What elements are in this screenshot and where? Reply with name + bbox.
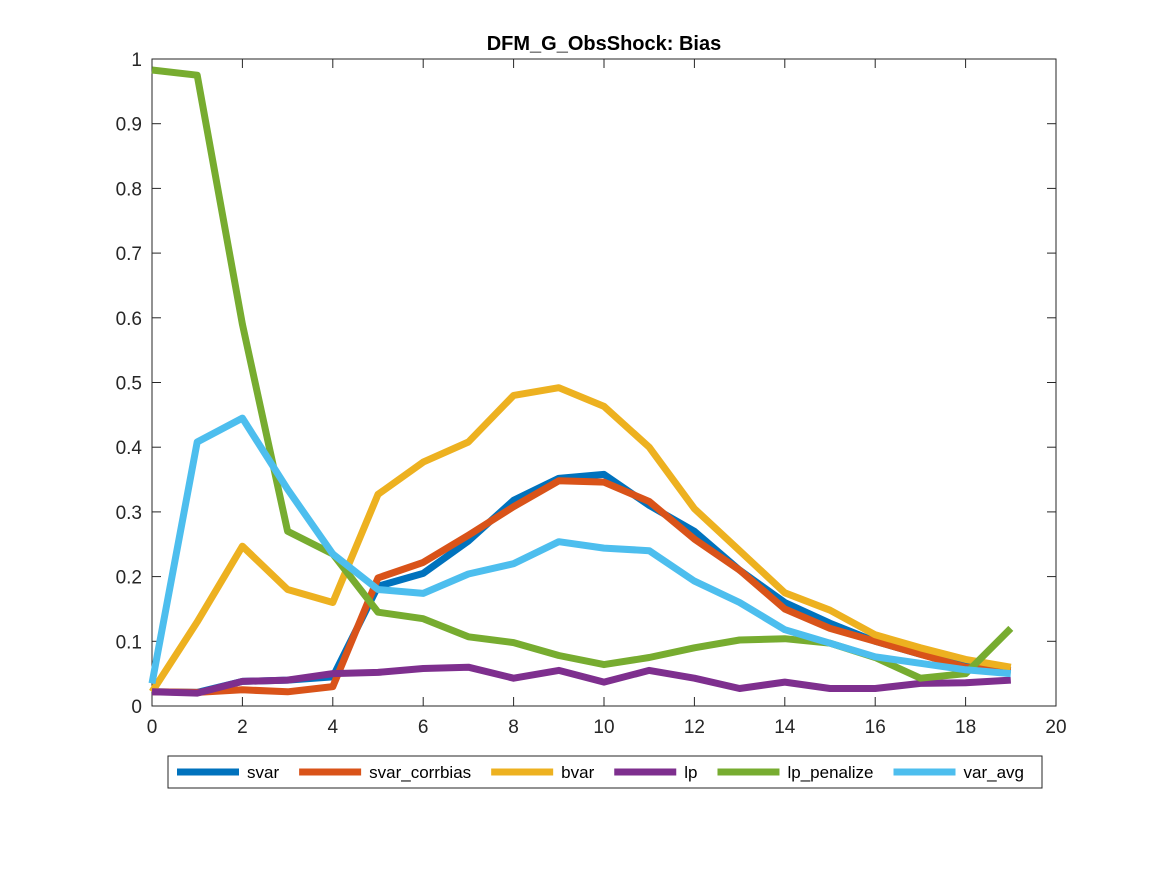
chart-title: DFM_G_ObsShock: Bias [487,33,722,55]
series-lines [148,66,1014,697]
series-line-var-avg [148,414,1012,685]
x-tick-label: 2 [237,717,248,738]
y-tick-label: 0.9 [116,115,142,136]
x-tick-label: 10 [593,717,614,738]
legend-label-lp-penalize: lp_penalize [787,763,873,782]
y-tick-label: 0.7 [116,244,142,265]
series-line-lp [151,663,1012,697]
y-tick-label: 0.5 [116,374,142,395]
legend[interactable]: svar svar_corrbias bvar lp lp_penalize var_av… [167,755,1043,789]
tick-labels: 0 2 4 6 8 10 12 14 16 18 20 0 0.1 0.2 0.3 0.4 0.5 0.6 0.7 0… [116,50,1067,738]
y-tick-label: 0.3 [116,503,142,524]
legend-label-svar: svar [247,763,279,782]
legend-label-svar-corrbias: svar_corrbias [369,763,471,782]
legend-label-lp: lp [684,763,697,782]
series-line-svar-corrbias [151,477,1012,696]
y-tick-label: 0.2 [116,568,142,589]
y-tick-label: 0.6 [116,309,142,330]
y-tick-label: 0 [131,697,142,718]
x-tick-label: 6 [418,717,429,738]
x-tick-label: 4 [328,717,339,738]
y-tick-label: 1 [131,50,142,71]
x-tick-label: 14 [774,717,796,738]
ticks [151,58,1057,707]
axes: 0 2 4 6 8 10 12 14 16 18 20 0 0.1 0.2 0.3 0.4 0.5 0.6 0.7 0… [116,50,1067,738]
legend-label-bvar: bvar [561,763,594,782]
series-line-bvar [149,384,1012,694]
x-tick-label: 12 [684,717,705,738]
x-tick-label: 16 [865,717,886,738]
legend-label-var-avg: var_avg [964,763,1024,782]
y-tick-label: 0.4 [116,438,143,459]
x-tick-label: 8 [508,717,519,738]
y-tick-label: 0.1 [116,632,142,653]
x-tick-label: 0 [147,717,158,738]
plot-area-frame [151,58,1057,707]
x-tick-label: 18 [955,717,976,738]
x-tick-label: 20 [1045,717,1066,738]
y-tick-label: 0.8 [116,179,142,200]
